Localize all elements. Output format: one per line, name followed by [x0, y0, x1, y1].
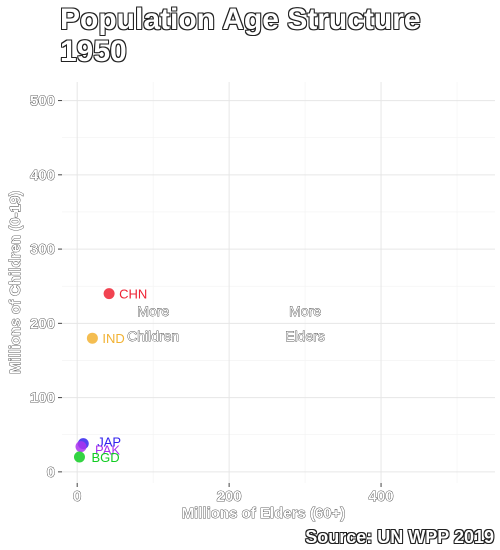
y-tick-label: 0	[47, 464, 55, 481]
plot-panel	[62, 82, 495, 483]
y-tick-label: 500	[30, 93, 55, 110]
region-label-line2: Children	[127, 328, 179, 344]
data-point-bgd	[73, 451, 85, 463]
region-label-line1: More	[137, 303, 169, 319]
region-label-line1: More	[289, 303, 321, 319]
point-label-jap: JAP	[97, 435, 121, 450]
y-tick-label: 100	[30, 390, 55, 407]
point-label-bgd: BGD	[91, 450, 119, 465]
chart-title: Population Age Structure 1950	[60, 4, 421, 68]
chart-title-main: Population Age Structure	[60, 3, 421, 36]
chart-subtitle-year: 1950	[60, 35, 127, 68]
x-tick-label: 400	[369, 488, 394, 505]
data-point-pak	[75, 441, 87, 453]
x-axis-title: Millions of Elders (60+)	[182, 505, 346, 522]
y-tick-label: 200	[30, 315, 55, 332]
y-tick-label: 400	[30, 167, 55, 184]
data-point-chn	[103, 288, 115, 300]
region-label-line2: Elders	[285, 328, 325, 344]
source-caption: Source: UN WPP 2019	[305, 527, 494, 547]
point-label-pak: PAK	[95, 443, 120, 458]
point-label-ind: IND	[102, 331, 124, 346]
x-tick-label: 200	[217, 488, 242, 505]
x-tick-label: 0	[73, 488, 81, 505]
point-label-chn: CHN	[119, 287, 147, 302]
data-point-ind	[86, 332, 98, 344]
y-tick-label: 300	[30, 241, 55, 258]
y-axis-title: Millions of Children (0-19)	[7, 191, 24, 374]
